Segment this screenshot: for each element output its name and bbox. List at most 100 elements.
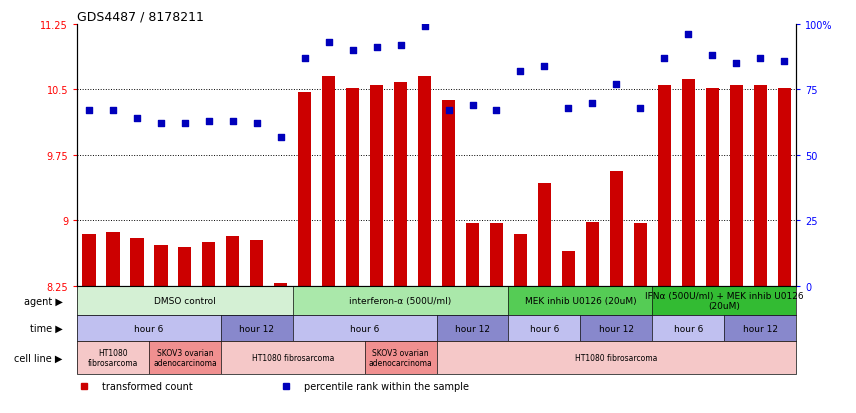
Bar [221,315,293,342]
Bar [77,342,149,375]
Bar [365,342,437,375]
Text: hour 6: hour 6 [134,324,163,333]
Point [82,108,96,114]
Bar [580,315,652,342]
Bar [724,315,796,342]
Text: interferon-α (500U/ml): interferon-α (500U/ml) [349,296,452,305]
Point [490,108,503,114]
Text: IFNα (500U/ml) + MEK inhib U0126
(20uM): IFNα (500U/ml) + MEK inhib U0126 (20uM) [645,291,804,311]
Bar [562,252,575,286]
Bar [293,286,508,315]
Bar [538,183,551,286]
Text: SKOV3 ovarian
adenocarcinoma: SKOV3 ovarian adenocarcinoma [369,348,432,368]
Text: cell line ▶: cell line ▶ [15,353,62,363]
Point [322,40,336,46]
Point [226,118,240,125]
Point [753,55,767,62]
Bar [226,237,240,286]
Bar [130,238,144,286]
Bar [437,315,508,342]
Point [370,45,383,52]
Text: transformed count: transformed count [102,381,193,391]
Bar [82,234,96,286]
Point [346,47,360,54]
Text: HT1080 fibrosarcoma: HT1080 fibrosarcoma [575,354,657,363]
Bar [149,342,221,375]
Point [130,116,144,122]
Bar [322,77,336,286]
Text: hour 12: hour 12 [455,324,490,333]
Text: HT1080
fibrosarcoma: HT1080 fibrosarcoma [88,348,138,368]
Bar [633,223,647,286]
Text: hour 6: hour 6 [530,324,559,333]
Point [442,108,455,114]
Point [609,82,623,88]
Bar [221,342,365,375]
Bar [609,171,623,286]
Bar [681,80,695,286]
Point [562,105,575,112]
Point [729,61,743,67]
Bar [274,283,288,286]
Point [514,69,527,75]
Bar [154,245,168,286]
Point [418,24,431,31]
Point [681,32,695,38]
Text: MEK inhib U0126 (20uM): MEK inhib U0126 (20uM) [525,296,636,305]
Text: percentile rank within the sample: percentile rank within the sample [304,381,468,391]
Point [705,53,719,59]
Point [777,58,791,65]
Bar [442,101,455,286]
Point [586,100,599,107]
Bar [753,86,767,286]
Point [394,43,407,49]
Point [466,102,479,109]
Point [202,118,216,125]
Bar [729,86,743,286]
Point [633,105,647,112]
Bar [178,247,192,286]
Text: HT1080 fibrosarcoma: HT1080 fibrosarcoma [252,354,334,363]
Point [154,121,168,128]
Point [250,121,264,128]
Bar [298,93,312,286]
Bar [490,223,503,286]
Bar [514,234,527,286]
Point [106,108,120,114]
Text: GDS4487 / 8178211: GDS4487 / 8178211 [77,11,204,24]
Point [538,63,551,70]
Point [274,134,288,140]
Bar [370,86,383,286]
Bar [418,77,431,286]
Text: hour 6: hour 6 [350,324,379,333]
Text: agent ▶: agent ▶ [24,296,62,306]
Bar [705,88,719,286]
Bar [652,286,796,315]
Bar [202,243,216,286]
Text: hour 12: hour 12 [599,324,633,333]
Text: hour 6: hour 6 [674,324,703,333]
Bar [508,315,580,342]
Text: hour 12: hour 12 [743,324,777,333]
Bar [346,88,360,286]
Bar [437,342,796,375]
Point [298,55,312,62]
Text: DMSO control: DMSO control [154,296,216,305]
Bar [508,286,652,315]
Point [178,121,192,128]
Point [657,55,671,62]
Bar [394,83,407,286]
Bar [652,315,724,342]
Text: hour 12: hour 12 [240,324,274,333]
Text: time ▶: time ▶ [30,323,62,333]
Bar [777,88,791,286]
Bar [106,232,120,286]
Bar [293,315,437,342]
Bar [250,240,264,286]
Bar [77,286,293,315]
Bar [466,223,479,286]
Bar [586,223,599,286]
Bar [77,315,221,342]
Bar [657,86,671,286]
Text: SKOV3 ovarian
adenocarcinoma: SKOV3 ovarian adenocarcinoma [153,348,217,368]
